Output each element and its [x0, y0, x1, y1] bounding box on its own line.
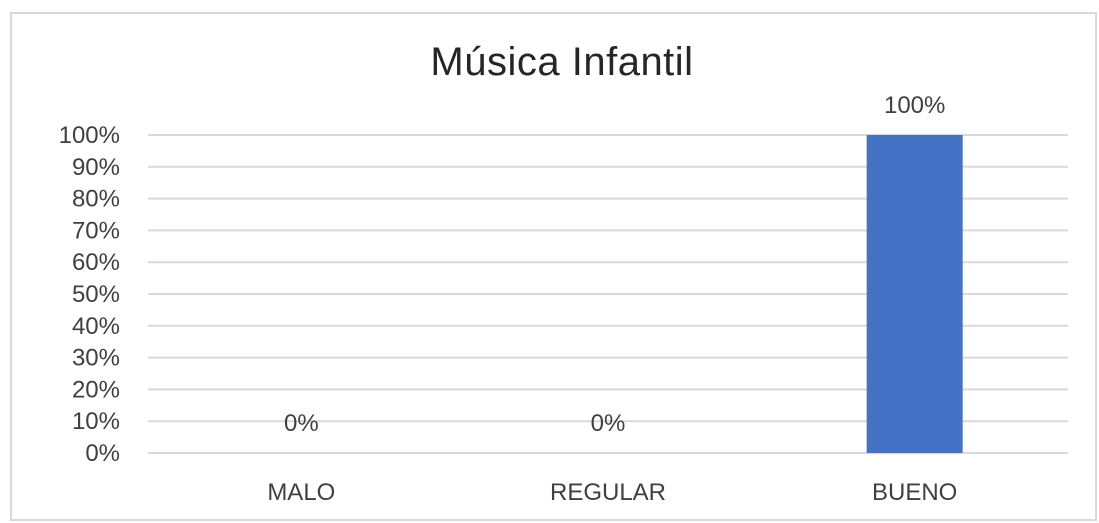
bars [866, 135, 963, 453]
bar-bueno [866, 135, 963, 453]
x-tick-label: REGULAR [550, 479, 666, 506]
y-tick-label: 100% [59, 122, 120, 149]
data-labels: 0% 0% 100% [284, 92, 945, 437]
x-axis-ticks: MALO REGULAR BUENO [267, 479, 957, 506]
y-tick-label: 70% [72, 217, 120, 244]
y-axis-ticks: 0% 10% 20% 30% 40% 50% 60% 70% 80% 90% 100% [59, 122, 120, 467]
chart-title: Música Infantil [430, 40, 694, 84]
y-tick-label: 10% [72, 408, 120, 435]
y-tick-label: 30% [72, 345, 120, 372]
x-tick-label: MALO [267, 479, 335, 506]
y-tick-label: 20% [72, 376, 120, 403]
x-tick-label: BUENO [872, 479, 957, 506]
y-tick-label: 60% [72, 249, 120, 276]
y-tick-label: 90% [72, 154, 120, 181]
data-label: 0% [284, 410, 319, 437]
data-label: 100% [884, 92, 945, 119]
y-tick-label: 0% [85, 440, 120, 467]
y-tick-label: 50% [72, 281, 120, 308]
y-tick-label: 40% [72, 313, 120, 340]
data-label: 0% [591, 410, 626, 437]
y-tick-label: 80% [72, 186, 120, 213]
